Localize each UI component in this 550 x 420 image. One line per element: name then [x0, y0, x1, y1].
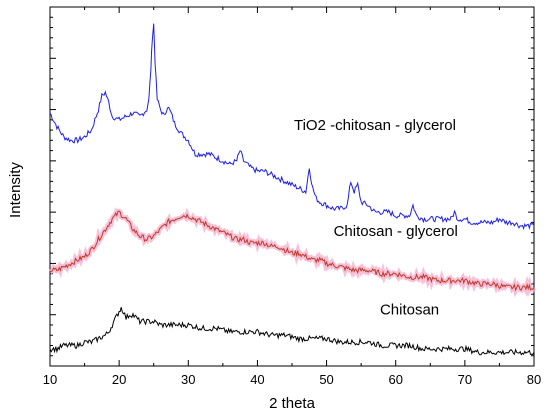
x-tick-label: 20 [112, 372, 126, 387]
x-axis-title: 2 theta [269, 395, 316, 412]
x-tick-label: 10 [43, 372, 57, 387]
axis-ticks: 10 20 30 40 50 60 70 80 [43, 6, 541, 387]
series-line-0 [49, 23, 535, 231]
y-axis-title: Intensity [7, 162, 24, 218]
x-tick-label: 80 [527, 372, 541, 387]
series-label-0: TiO2 -chitosan - glycerol [294, 117, 456, 134]
x-tick-label: 30 [181, 372, 195, 387]
x-tick-label: 40 [250, 372, 264, 387]
x-tick-label: 70 [458, 372, 472, 387]
x-tick-label: 50 [319, 372, 333, 387]
x-tick-label: 60 [388, 372, 402, 387]
series-lines [49, 23, 537, 356]
series-label-2: Chitosan [380, 302, 439, 319]
series-line-2 [49, 307, 535, 356]
series-label-1: Chitosan - glycerol [334, 223, 458, 240]
series-labels: TiO2 -chitosan - glycerol Chitosan - glyc… [294, 117, 458, 319]
series-line-1 [49, 210, 535, 292]
